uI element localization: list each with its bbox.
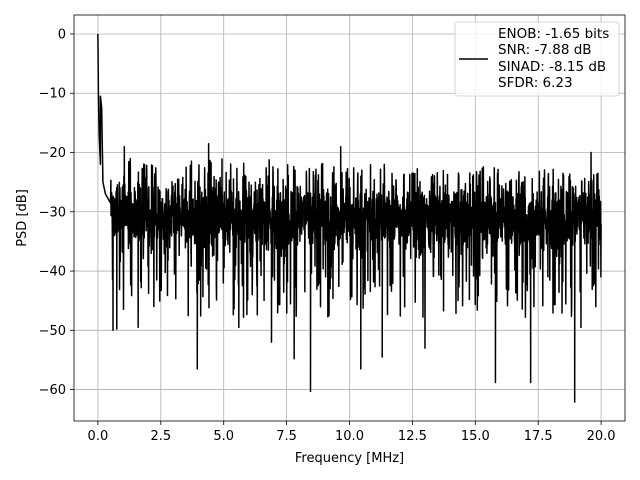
y-tick-label: −50 [39, 324, 66, 339]
x-tick-label: 12.5 [398, 429, 427, 444]
x-tick-label: 17.5 [524, 429, 553, 444]
y-tick-label: −20 [39, 146, 66, 161]
x-axis-label: Frequency [MHz] [295, 451, 404, 466]
legend: ENOB: -1.65 bits SNR: -7.88 dB SINAD: -8… [454, 21, 620, 97]
plot-area [97, 33, 602, 403]
y-axis-label: PSD [dB] [15, 189, 30, 247]
x-tick-label: 15.0 [461, 429, 490, 444]
x-tick-label: 20.0 [587, 429, 616, 444]
x-tick-label: 2.5 [150, 429, 171, 444]
legend-entry-sinad: SINAD: -8.15 dB [498, 59, 606, 75]
axis-ticks: 0.0 2.5 5.0 7.5 10.0 12.5 15.0 17.5 20.0 0 −10 −20 −… [39, 27, 616, 444]
psd-series-line [97, 33, 602, 403]
y-tick-label: 0 [58, 27, 66, 42]
x-tick-label: 5.0 [213, 429, 234, 444]
y-tick-label: −40 [39, 265, 66, 280]
x-tick-label: 10.0 [335, 429, 364, 444]
x-tick-label: 7.5 [276, 429, 297, 444]
y-tick-label: −30 [39, 205, 66, 220]
y-tick-label: −60 [39, 383, 66, 398]
legend-box [454, 21, 620, 97]
legend-entry-snr: SNR: -7.88 dB [498, 42, 592, 58]
legend-entry-enob: ENOB: -1.65 bits [498, 26, 609, 42]
x-tick-label: 0.0 [88, 429, 109, 444]
y-tick-label: −10 [39, 87, 66, 102]
legend-entry-sfdr: SFDR: 6.23 [498, 75, 573, 91]
